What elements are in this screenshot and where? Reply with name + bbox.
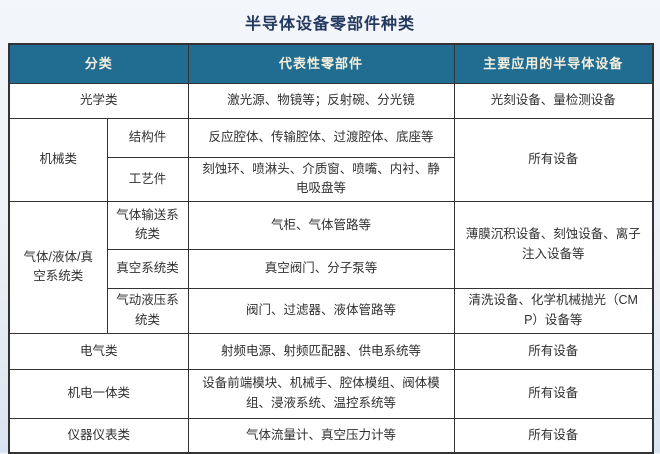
header-cell-parts: 代表性零部件 [187, 43, 455, 84]
cell-gas-delivery-subcategory: 气体输送系统类 [106, 200, 189, 250]
cell-optics-parts: 激光源、物镜等；反射碗、分光镜 [187, 83, 455, 119]
cell-optics-category: 光学类 [8, 83, 189, 119]
cell-electromechanical-equipment: 所有设备 [453, 368, 654, 419]
cell-electrical-equipment: 所有设备 [453, 332, 654, 370]
cell-vacuum-subcategory: 真空系统类 [106, 248, 189, 289]
table-row-mechanical-structural: 机械类 结构件 反应腔体、传输腔体、过渡腔体、底座等 所有设备 [8, 118, 654, 202]
cell-electromechanical-parts: 设备前端模块、机械手、腔体模组、阀体模组、浸液系统、温控系统等 [187, 368, 455, 419]
cell-optics-equipment: 光刻设备、量检测设备 [453, 83, 654, 119]
header-row: 分类 代表性零部件 主要应用的半导体设备 [8, 43, 654, 84]
cell-process-subcategory: 工艺件 [106, 157, 189, 202]
cell-instrumentation-parts: 气体流量计、真空压力计等 [187, 417, 455, 454]
cell-electromechanical-category: 机电一体类 [8, 368, 189, 419]
cell-instrumentation-category: 仪器仪表类 [8, 417, 189, 454]
table-row-pneumatic-hydraulic: 气动液压系统类 阀门、过滤器、液体管路等 清洗设备、化学机械抛光（CMP）设备等 [9, 287, 654, 334]
cell-structural-parts: 反应腔体、传输腔体、过渡腔体、底座等 [187, 118, 455, 158]
cell-gas-delivery-parts: 气柜、气体管路等 [187, 200, 455, 250]
cell-pneumatic-parts: 阀门、过滤器、液体管路等 [187, 287, 455, 334]
header-cell-equipment: 主要应用的半导体设备 [453, 43, 654, 84]
cell-vacuum-parts: 真空阀门、分子泵等 [187, 248, 455, 289]
table-row-optics: 光学类 激光源、物镜等；反射碗、分光镜 光刻设备、量检测设备 [8, 83, 654, 119]
cell-electrical-parts: 射频电源、射频匹配器、供电系统等 [187, 332, 455, 370]
cell-structural-subcategory: 结构件 [106, 118, 189, 158]
cell-cleaning-cmp-equipment: 清洗设备、化学机械抛光（CMP）设备等 [453, 287, 654, 334]
cell-gas-liquid-vacuum-category: 气体/液体/真空系统类 [8, 200, 108, 334]
table-row-gas-delivery: 气体/液体/真空系统类 气体输送系统类 气柜、气体管路等 薄膜沉积设备、刻蚀设备… [8, 200, 654, 334]
table-row-mechanical-process: 工艺件 刻蚀环、喷淋头、介质窗、喷嘴、内衬、静电吸盘等 [9, 157, 653, 202]
semiconductor-parts-table: 分类 代表性零部件 主要应用的半导体设备 光学类 激光源、物镜等；反射碗、分光镜… [8, 43, 655, 454]
table-row-electrical: 电气类 射频电源、射频匹配器、供电系统等 所有设备 [8, 332, 654, 370]
header-cell-category: 分类 [8, 43, 189, 84]
cell-mechanical-category: 机械类 [8, 118, 108, 202]
table-row-instrumentation: 仪器仪表类 气体流量计、真空压力计等 所有设备 [8, 417, 654, 454]
cell-process-parts: 刻蚀环、喷淋头、介质窗、喷嘴、内衬、静电吸盘等 [187, 157, 455, 202]
cell-instrumentation-equipment: 所有设备 [453, 417, 654, 454]
table-row-vacuum-system: 真空系统类 真空阀门、分子泵等 [9, 248, 653, 289]
cell-pneumatic-subcategory: 气动液压系统类 [106, 287, 189, 334]
page-title: 半导体设备零部件种类 [244, 15, 415, 33]
table-row-electromechanical: 机电一体类 设备前端模块、机械手、腔体模组、阀体模组、浸液系统、温控系统等 所有… [8, 368, 654, 419]
cell-electrical-category: 电气类 [8, 332, 189, 370]
cell-deposition-etch-implant-equipment: 薄膜沉积设备、刻蚀设备、离子注入设备等 [453, 200, 654, 289]
cell-mechanical-equipment: 所有设备 [453, 118, 654, 202]
